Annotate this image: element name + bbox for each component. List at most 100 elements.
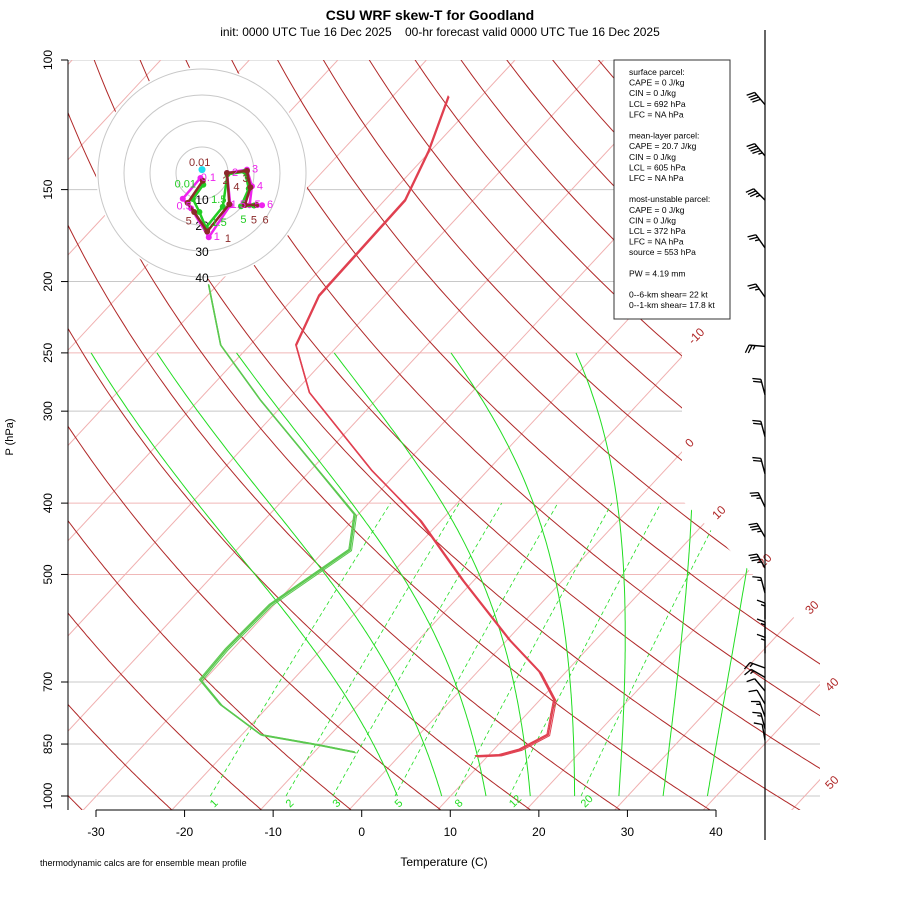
barb-feather — [749, 236, 758, 240]
y-tick-label: 700 — [41, 672, 55, 692]
barb-half-feather — [752, 345, 756, 350]
mixing-ratio-line — [509, 502, 662, 797]
y-tick-label: 200 — [41, 271, 55, 291]
dry-adiabat — [68, 60, 354, 810]
barb-feather — [750, 96, 759, 101]
barb-feather — [747, 234, 756, 238]
wind-barb — [756, 599, 766, 620]
storm-motion-point — [198, 166, 206, 174]
barb-feather — [746, 678, 755, 683]
mixing-ratio-line — [285, 502, 460, 797]
barb-feather — [744, 344, 750, 354]
dry-adiabat — [223, 60, 820, 810]
wind-barb — [743, 661, 766, 670]
dry-adiabat — [358, 60, 820, 810]
barb-half-feather — [749, 663, 754, 668]
hodograph-point — [219, 203, 226, 210]
dry-adiabat — [810, 60, 820, 810]
hodograph-point-label: 1 — [214, 231, 220, 243]
chart-subtitle: init: 0000 UTC Tue 16 Dec 2025 00-hr for… — [220, 25, 660, 39]
mixing-ratio-line — [580, 502, 726, 797]
isotherm — [789, 60, 820, 810]
barb-feather — [744, 668, 752, 676]
hodograph-point — [196, 209, 203, 215]
barb-feather — [748, 689, 758, 693]
barb-feather — [756, 633, 766, 638]
barb-feather — [752, 456, 761, 460]
barb-half-feather — [750, 670, 755, 675]
hodograph-ring-label: 40 — [195, 271, 209, 285]
hodograph-point — [179, 195, 186, 202]
isotherm — [524, 60, 820, 810]
dry-adiabat — [68, 60, 264, 810]
barb-feather — [751, 558, 761, 562]
barb-feather — [747, 345, 753, 354]
wind-barb — [748, 553, 766, 569]
parcel-info-line: source = 553 hPa — [629, 247, 696, 257]
dry-adiabat — [720, 60, 820, 810]
parcel-info-line: CIN = 0 J/kg — [629, 88, 676, 98]
moist-adiabat — [575, 352, 626, 797]
x-tick-label: 0 — [358, 825, 365, 839]
parcel-info-line: surface parcel: — [629, 67, 685, 77]
hodograph-point — [253, 201, 260, 208]
wind-barb — [746, 143, 766, 157]
wind-barb — [752, 576, 766, 594]
barb-feather — [756, 599, 766, 604]
y-tick-label: 500 — [41, 564, 55, 584]
hodograph-trace — [186, 169, 257, 234]
dry-adiabat — [856, 44, 900, 812]
hodograph-ring-label: 10 — [195, 193, 209, 207]
moist-adiabat — [333, 352, 531, 797]
hodograph-point-label: 1.5 — [231, 199, 246, 211]
wind-barb — [746, 678, 766, 692]
barb-feather — [750, 494, 760, 497]
y-tick-label: 100 — [41, 50, 55, 70]
isotherm — [879, 26, 900, 811]
parcel-info-line: CAPE = 20.7 J/kg — [629, 141, 697, 151]
moist-adiabat — [90, 352, 398, 797]
barb-feather — [748, 522, 758, 526]
hodograph-point — [226, 201, 233, 208]
wind-barb — [752, 377, 766, 395]
hodograph-point — [241, 201, 248, 208]
isotherm — [68, 60, 459, 810]
barb-feather — [753, 722, 763, 726]
wind-barb — [748, 689, 766, 705]
parcel-info-line: LCL = 692 hPa — [629, 99, 686, 109]
parcel-info-line: mean-layer parcel: — [629, 131, 699, 141]
barb-feather — [746, 143, 755, 148]
moist-adiabat — [450, 352, 576, 796]
isotherm-label: -10 — [685, 325, 707, 347]
wind-barb — [744, 668, 766, 678]
hodograph-point-label: 5 — [255, 199, 261, 211]
hodograph-ring — [97, 68, 307, 278]
y-tick-label: 300 — [41, 401, 55, 421]
parcel-info-line: LFC = NA hPa — [629, 109, 684, 119]
barb-feather — [747, 283, 756, 287]
hodograph-point-label: 0.5 — [176, 201, 191, 213]
mixing-ratio-label: 5 — [393, 797, 406, 810]
wind-barb — [744, 344, 766, 354]
mixing-ratio-label: 1 — [208, 797, 221, 810]
dry-adiabat — [132, 60, 820, 810]
isotherm-label: 0 — [682, 435, 697, 450]
parcel-info-line: CIN = 0 J/kg — [629, 215, 676, 225]
footnote: thermodynamic calcs are for ensemble mea… — [40, 858, 247, 868]
dry-adiabat — [68, 60, 444, 810]
isotherm-label: 40 — [822, 675, 842, 695]
parcel-info-line: most-unstable parcel: — [629, 194, 710, 204]
hodograph-point — [191, 209, 198, 215]
hodograph-point — [204, 228, 211, 235]
parcel-info-line: LCL = 605 hPa — [629, 162, 686, 172]
barb-feather — [753, 459, 762, 462]
dry-adiabat — [68, 60, 174, 810]
dry-adiabat — [765, 60, 820, 810]
hodograph-point — [247, 184, 254, 191]
hodograph-point — [205, 234, 212, 241]
wind-barb — [748, 522, 766, 538]
dry-adiabat — [68, 60, 713, 810]
dewpoint-line — [198, 284, 355, 753]
